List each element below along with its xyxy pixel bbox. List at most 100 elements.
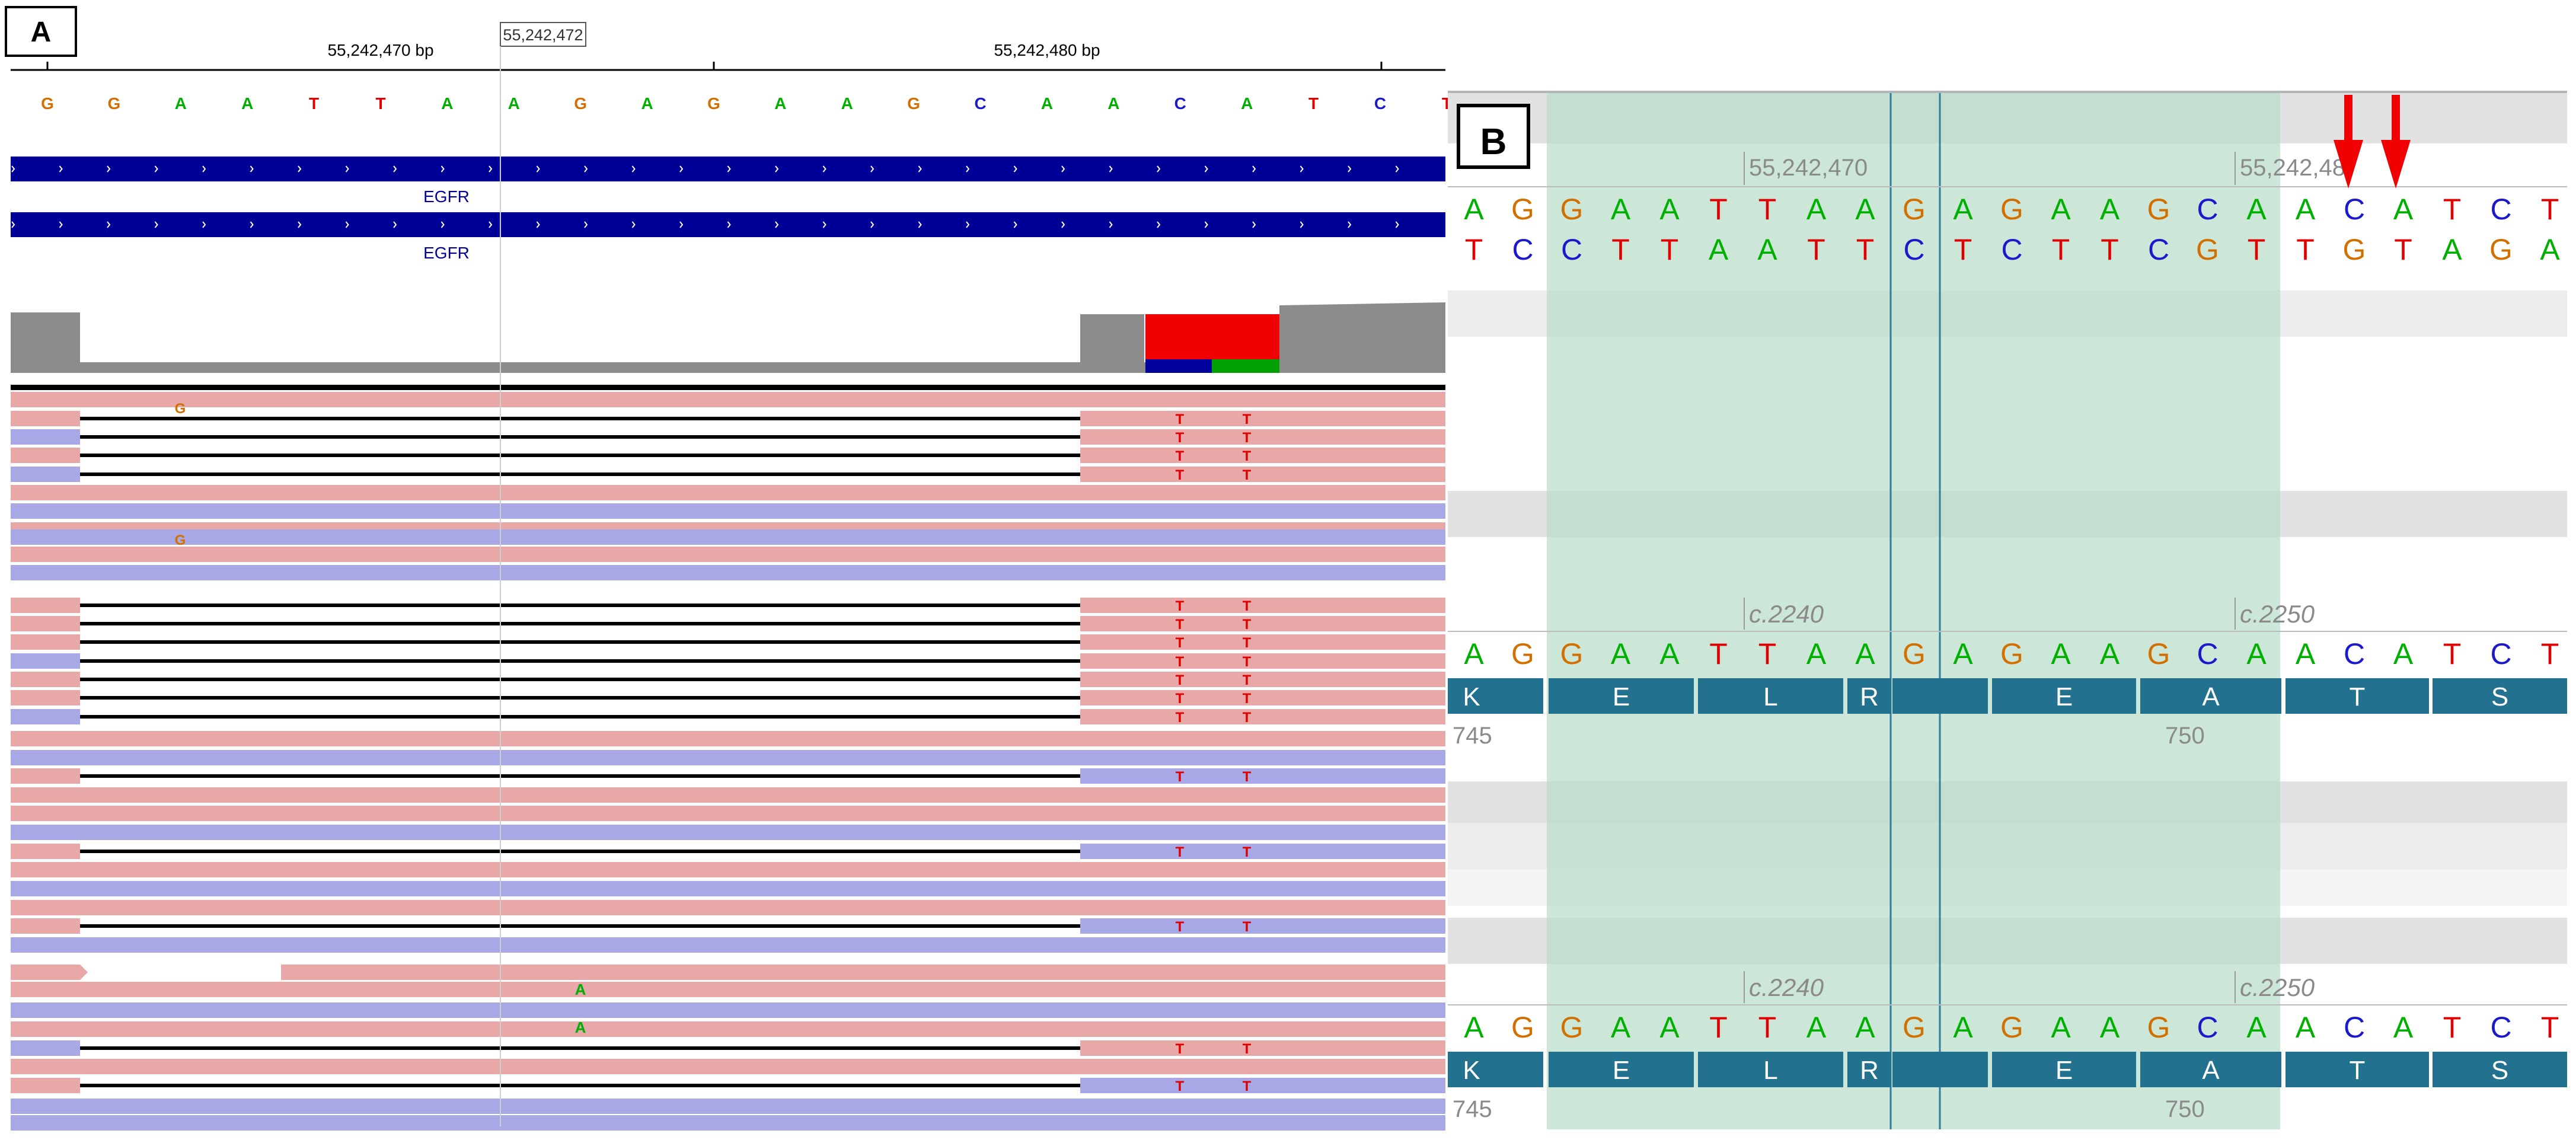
deletion-line	[80, 659, 1080, 663]
amino-acid: R	[1860, 1056, 1879, 1085]
base: A	[2051, 193, 2071, 226]
read-right-segment	[1080, 844, 1445, 859]
coverage-variant-blue	[1145, 359, 1212, 373]
chevron-icon	[345, 165, 349, 173]
deletion-line	[80, 774, 1080, 778]
mismatch-t: T	[1176, 844, 1185, 860]
chevron-icon	[918, 221, 922, 228]
base: A	[1659, 193, 1680, 226]
base: A	[2296, 1011, 2316, 1044]
chevron-icon	[1013, 165, 1017, 173]
chevron-icon	[1395, 165, 1399, 173]
codon-box	[1892, 678, 1988, 714]
chevron-icon	[536, 221, 540, 228]
base: C	[1561, 233, 1582, 266]
ref-base: A	[508, 94, 520, 113]
mismatch-t: T	[1176, 710, 1185, 726]
chevron-icon	[727, 221, 731, 228]
base: A	[1806, 1011, 1827, 1044]
mismatch-t: T	[1243, 919, 1252, 935]
chevron-icon	[440, 165, 445, 173]
position-box-label: 55,242,472	[503, 26, 583, 44]
amino-acid: E	[1613, 682, 1630, 711]
read	[11, 485, 1445, 500]
panel-a-label: A	[31, 17, 52, 48]
base: A	[1659, 637, 1680, 671]
chevron-icon	[870, 165, 874, 173]
chevron-icon	[298, 221, 302, 228]
read	[11, 982, 1445, 997]
cdna-label-right-2: c.2250	[2240, 973, 2315, 1001]
chevron-icon	[775, 221, 779, 228]
base: C	[2344, 1011, 2365, 1044]
read-left-segment	[11, 1078, 80, 1093]
mismatch-t: T	[1243, 691, 1252, 707]
chevron-icon	[631, 221, 636, 228]
chevron-icon	[1157, 165, 1161, 173]
read-right-segment	[1080, 634, 1445, 650]
chevron-icon	[822, 221, 826, 228]
gene-track-bar-1	[11, 157, 1445, 181]
read	[11, 529, 1445, 545]
mismatch-t: T	[1243, 411, 1252, 427]
mismatch-t: T	[1176, 598, 1185, 614]
chevron-icon	[822, 165, 826, 173]
read-left-segment	[11, 411, 80, 426]
mismatch-t: T	[1176, 467, 1185, 483]
chevron-icon	[1348, 221, 1352, 228]
amino-acid: E	[2055, 682, 2073, 711]
mismatch-t: T	[1176, 654, 1185, 670]
codon-box	[2285, 1052, 2429, 1087]
deletion-line	[80, 850, 1080, 853]
read	[11, 862, 1445, 877]
chevron-icon	[1061, 165, 1065, 173]
chevron-icon	[489, 221, 493, 228]
ref-base: T	[375, 94, 385, 113]
chevron-icon	[536, 165, 540, 173]
amino-acid: L	[1763, 1056, 1777, 1085]
panel-b-top-border	[1448, 91, 2567, 93]
base: C	[2344, 637, 2365, 671]
base: A	[2540, 233, 2560, 266]
chevron-icon	[631, 165, 636, 173]
read	[11, 1115, 1445, 1131]
base: A	[1953, 1011, 1973, 1044]
chevron-icon	[107, 221, 111, 228]
ref-base: G	[41, 94, 54, 113]
panel-a-label-box	[5, 6, 77, 57]
coord-label-left: 55,242,470	[1749, 155, 1868, 181]
chevron-icon	[1109, 165, 1113, 173]
base: G	[2000, 637, 2023, 671]
mismatch-t: T	[1176, 672, 1185, 688]
base: A	[2100, 1011, 2120, 1044]
read-left-segment	[11, 690, 80, 705]
ref-base: T	[1308, 94, 1319, 113]
base: G	[1560, 637, 1584, 671]
base: C	[2490, 1011, 2511, 1044]
base: C	[2197, 193, 2218, 226]
ref-base: C	[974, 94, 986, 113]
ref-base: G	[707, 94, 720, 113]
deletion-line	[80, 604, 1080, 607]
chevron-icon	[918, 165, 922, 173]
base: C	[2344, 193, 2365, 226]
read	[11, 750, 1445, 765]
base: T	[2101, 233, 2119, 266]
chevron-icon	[59, 165, 63, 173]
read-left-segment	[11, 844, 80, 859]
base: T	[1611, 233, 1630, 266]
mismatch-t: T	[1243, 710, 1252, 726]
base: C	[2490, 193, 2511, 226]
ref-base: A	[841, 94, 853, 113]
chevron-icon	[1395, 221, 1399, 228]
codon-box	[1992, 678, 2136, 714]
ref-base: A	[441, 94, 453, 113]
ref-base: A	[175, 94, 187, 113]
base: A	[1757, 233, 1777, 266]
chevron-icon	[11, 165, 15, 173]
chevron-icon	[870, 221, 874, 228]
base: T	[2052, 233, 2070, 266]
base: A	[2051, 1011, 2071, 1044]
base: A	[2393, 193, 2414, 226]
base: G	[2147, 637, 2170, 671]
